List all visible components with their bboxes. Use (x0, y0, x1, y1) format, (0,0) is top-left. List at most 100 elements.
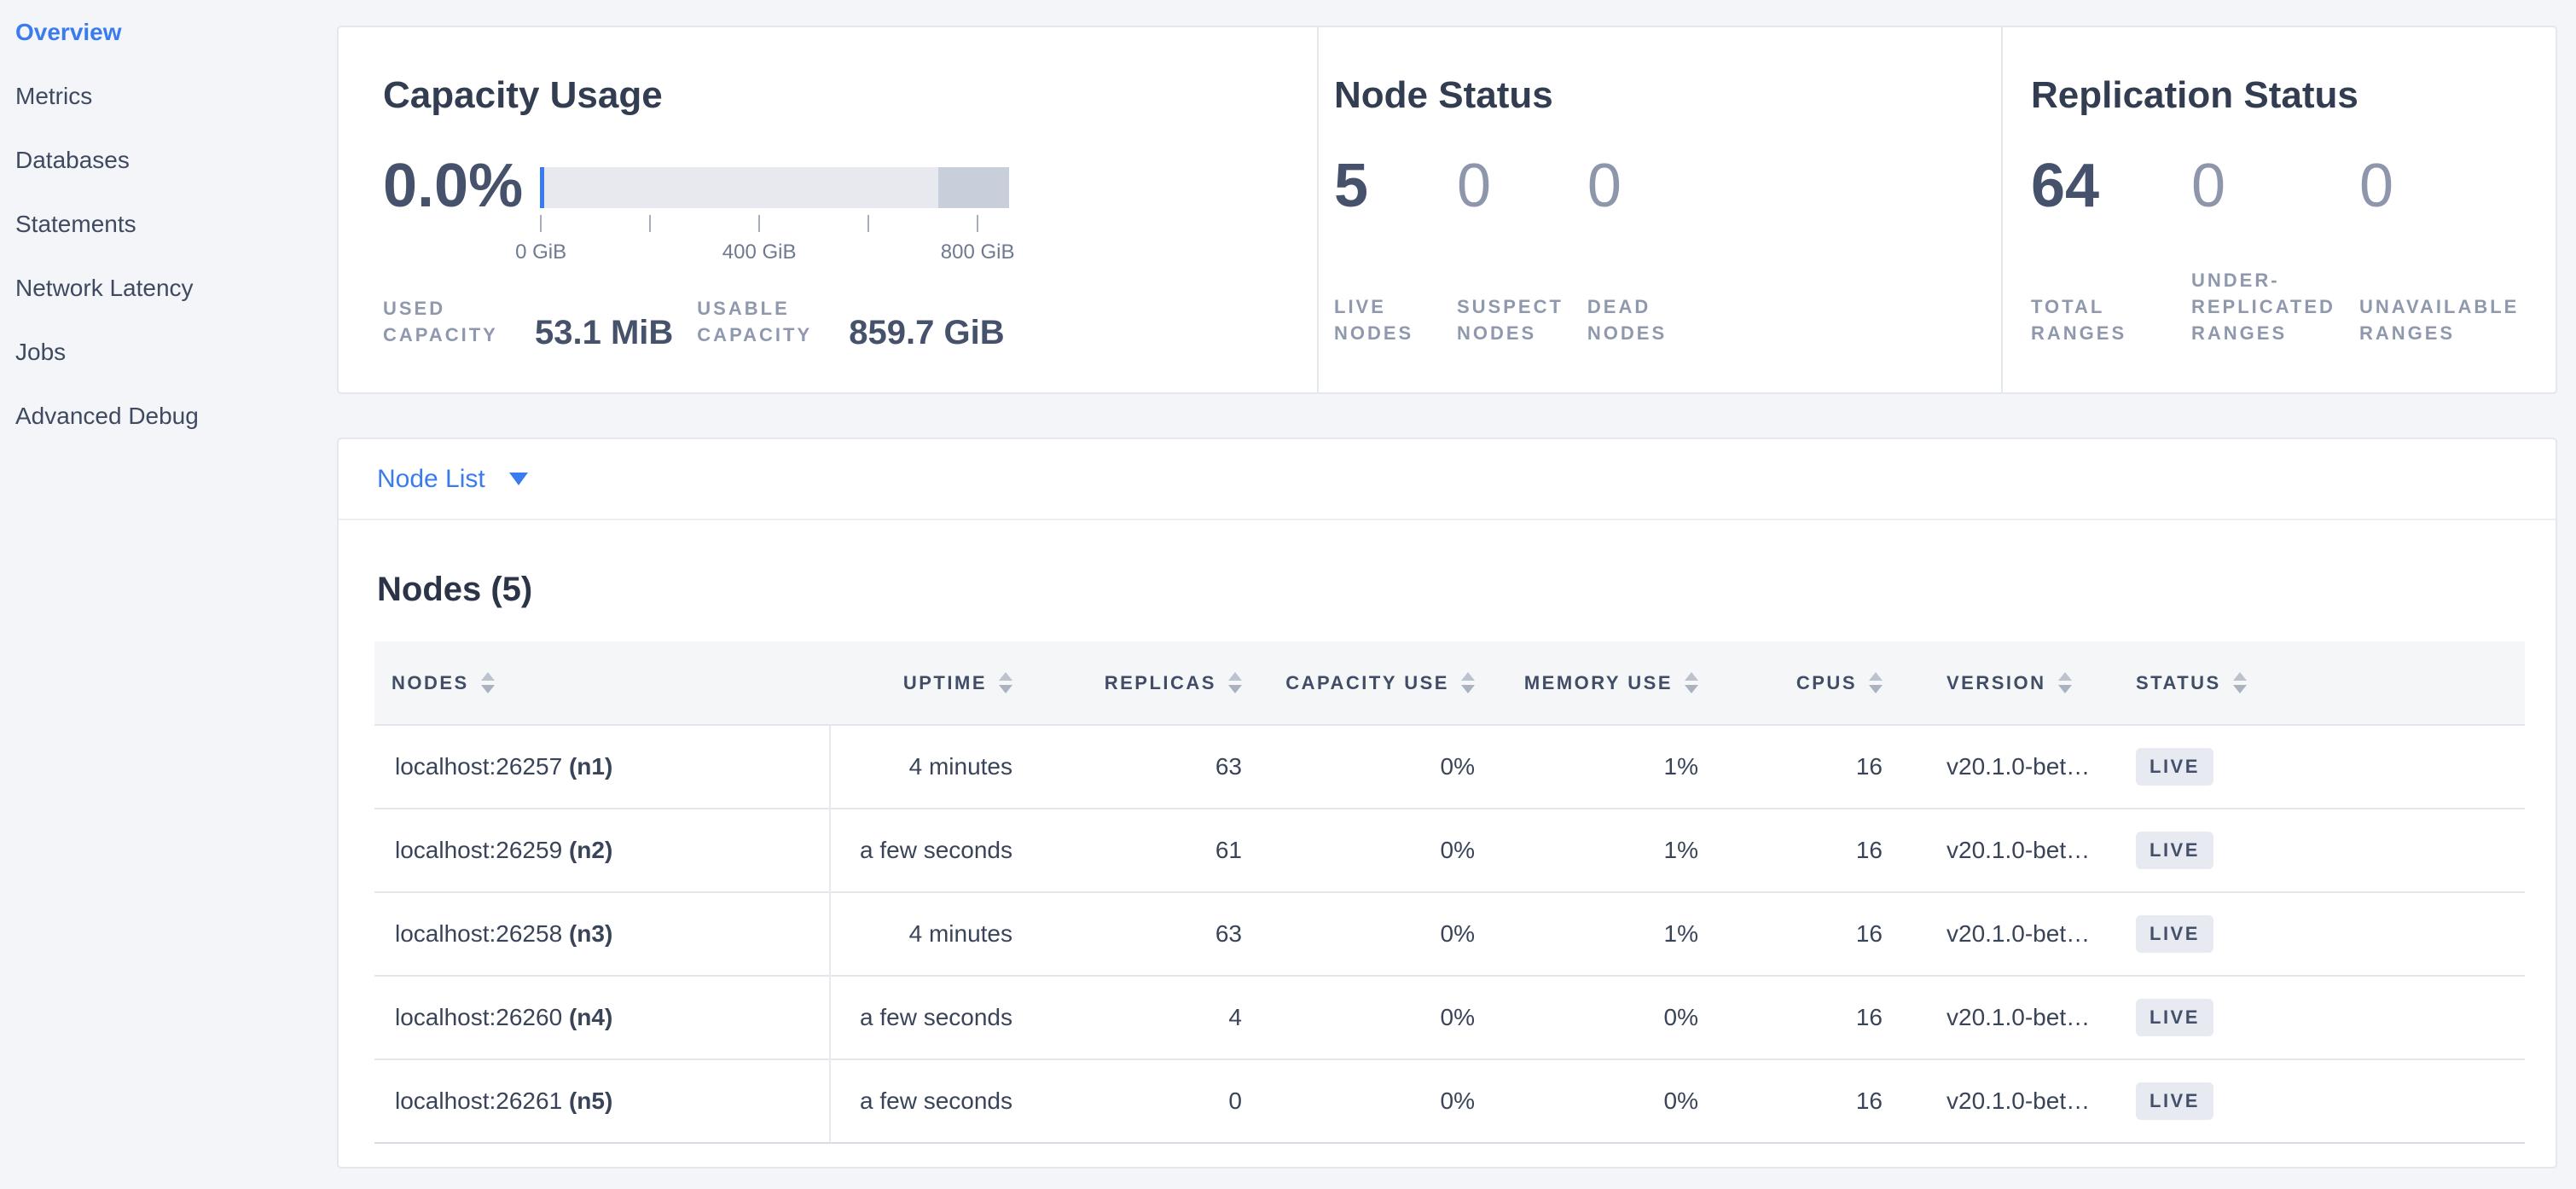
cell-status: LIVE (2102, 975, 2525, 1059)
sidebar-item-network-latency[interactable]: Network Latency (15, 275, 194, 301)
sort-up-arrow-icon (1869, 672, 1883, 681)
status-badge: LIVE (2136, 832, 2213, 869)
sort-up-arrow-icon (2232, 672, 2247, 681)
column-header-label: STATUS (2136, 671, 2221, 693)
stat-value: 0 (2358, 152, 2393, 220)
sort-icon[interactable] (2057, 672, 2072, 693)
node-list-dropdown[interactable]: Node List (339, 439, 2556, 520)
replication-status-section: Replication Status 64 TOTAL RANGES 0 UNDER- R… (2001, 27, 2556, 392)
cell-uptime: a few seconds (830, 1058, 1038, 1144)
column-header-version[interactable]: VERSION (1908, 641, 2102, 725)
sort-down-arrow-icon (999, 685, 1012, 693)
node-id: (n1) (568, 753, 613, 780)
sort-icon[interactable] (1228, 672, 1242, 693)
sort-icon[interactable] (1869, 672, 1883, 693)
table-row[interactable]: localhost:26261 (n5) a few seconds 0 0% 0% 16… (374, 1058, 2525, 1144)
cell-cpus: 16 (1724, 891, 1908, 976)
sort-up-arrow-icon (999, 672, 1012, 681)
sort-icon[interactable] (999, 672, 1012, 693)
cell-cpus: 16 (1724, 1058, 1908, 1144)
stat-label: USABLE CAPACITY (697, 298, 813, 345)
sort-up-arrow-icon (1461, 672, 1475, 681)
sidebar-item-metrics[interactable]: Metrics (15, 83, 93, 109)
axis-tick (977, 215, 979, 232)
stat-value: 0 (1587, 152, 1622, 220)
live-nodes-stat: 5 LIVE NODES (1334, 155, 1433, 346)
sort-down-arrow-icon (1461, 685, 1475, 693)
sidebar-item-statements[interactable]: Statements (15, 211, 136, 237)
node-id: (n5) (568, 1088, 613, 1114)
node-id: (n2) (568, 837, 613, 863)
table-row[interactable]: localhost:26258 (n3) 4 minutes 63 0% 1% 16 v20… (374, 891, 2525, 976)
sidebar: Overview Metrics Databases Statements Networ… (0, 0, 337, 448)
capacity-usage-section: Capacity Usage 0.0% 0 GiB 400 GiB 800 GiB … (339, 27, 1317, 392)
stat-label: DEAD NODES (1587, 296, 1668, 344)
chevron-down-icon[interactable] (508, 473, 528, 485)
sort-down-arrow-icon (2232, 685, 2247, 693)
cell-version: v20.1.0-bet… (1908, 808, 2102, 892)
cell-replicas: 4 (1038, 975, 1268, 1059)
status-badge: LIVE (2136, 999, 2213, 1036)
cell-version: v20.1.0-bet… (1908, 891, 2102, 976)
sort-down-arrow-icon (2057, 685, 2072, 693)
sort-icon[interactable] (2232, 672, 2247, 693)
cell-capacity-use: 0% (1268, 1058, 1500, 1144)
sort-up-arrow-icon (480, 672, 495, 681)
column-header-replicas[interactable]: REPLICAS (1038, 641, 1268, 725)
under-replicated-ranges-stat: 0 UNDER- REPLICATED RANGES (2191, 152, 2335, 346)
replication-status-title: Replication Status (2031, 74, 2358, 116)
cell-replicas: 63 (1038, 891, 1268, 976)
node-status-stats: 5 LIVE NODES 0 SUSPECT NODES 0 DEAD NODES (1334, 152, 2001, 346)
capacity-stats: USED CAPACITY 53.1 MiB USABLE CAPACITY 859.7 … (383, 295, 1317, 351)
cell-node: localhost:26260 (n4) (374, 975, 831, 1059)
table-row[interactable]: localhost:26260 (n4) a few seconds 4 0% 0% 16… (374, 975, 2525, 1059)
table-header-row: NODES UPTIME REPLICAS CAPACITY USE MEMORY US… (374, 641, 2525, 725)
node-list-card: Node List Nodes (5) NODES UPTIME REPLICAS C… (337, 438, 2557, 1169)
cell-version: v20.1.0-bet… (1908, 1058, 2102, 1144)
axis-tick-label: 800 GiB (940, 241, 1015, 264)
other-capacity-segment (938, 167, 1010, 208)
cell-memory-use: 1% (1500, 891, 1724, 976)
nodes-heading: Nodes (5) (377, 571, 533, 608)
column-header-label: NODES (392, 671, 469, 693)
sidebar-item-overview[interactable]: Overview (15, 19, 122, 45)
cell-status: LIVE (2102, 891, 2525, 976)
stat-label: LIVE NODES (1334, 296, 1414, 344)
column-header-label: VERSION (1947, 671, 2046, 693)
capacity-bar-chart: 0 GiB 400 GiB 800 GiB (515, 157, 1014, 264)
column-header-uptime[interactable]: UPTIME (830, 641, 1038, 725)
column-header-label: MEMORY USE (1523, 671, 1673, 693)
sort-down-arrow-icon (480, 685, 495, 693)
total-ranges-stat: 64 TOTAL RANGES (2031, 155, 2167, 346)
table-row[interactable]: localhost:26259 (n2) a few seconds 61 0% 1% 1… (374, 808, 2525, 892)
column-header-status[interactable]: STATUS (2102, 641, 2525, 725)
cell-status: LIVE (2102, 724, 2525, 809)
cell-uptime: a few seconds (830, 808, 1038, 892)
node-list-dropdown-label[interactable]: Node List (377, 464, 485, 493)
stat-label: UNAVAILABLE RANGES (2358, 296, 2520, 344)
cell-node: localhost:26258 (n3) (374, 891, 831, 976)
sort-icon[interactable] (1461, 672, 1475, 693)
column-header-nodes[interactable]: NODES (374, 641, 830, 725)
stat-value: 0 (2191, 152, 2226, 220)
column-header-label: CPUS (1796, 671, 1857, 693)
table-row[interactable]: localhost:26257 (n1) 4 minutes 63 0% 1% 16 v20… (374, 724, 2525, 809)
usable-capacity-segment (544, 167, 939, 208)
sidebar-item-jobs[interactable]: Jobs (15, 339, 67, 365)
suspect-nodes-stat: 0 SUSPECT NODES (1457, 155, 1564, 346)
sort-icon[interactable] (480, 672, 495, 693)
cell-cpus: 16 (1724, 975, 1908, 1059)
sidebar-item-databases[interactable]: Databases (15, 147, 130, 173)
column-header-label: REPLICAS (1104, 671, 1216, 693)
cell-memory-use: 1% (1500, 808, 1724, 892)
column-header-capacity-use[interactable]: CAPACITY USE (1268, 641, 1500, 725)
cell-cpus: 16 (1724, 724, 1908, 809)
column-header-memory-use[interactable]: MEMORY USE (1500, 641, 1724, 725)
column-header-cpus[interactable]: CPUS (1724, 641, 1908, 725)
sidebar-item-advanced-debug[interactable]: Advanced Debug (15, 403, 199, 429)
node-status-section: Node Status 5 LIVE NODES 0 SUSPECT NODES 0 DEAD… (1317, 27, 2001, 392)
stat-label: TOTAL RANGES (2031, 296, 2127, 344)
cell-capacity-use: 0% (1268, 975, 1500, 1059)
status-badge: LIVE (2136, 915, 2213, 953)
sort-icon[interactable] (1685, 672, 1698, 693)
